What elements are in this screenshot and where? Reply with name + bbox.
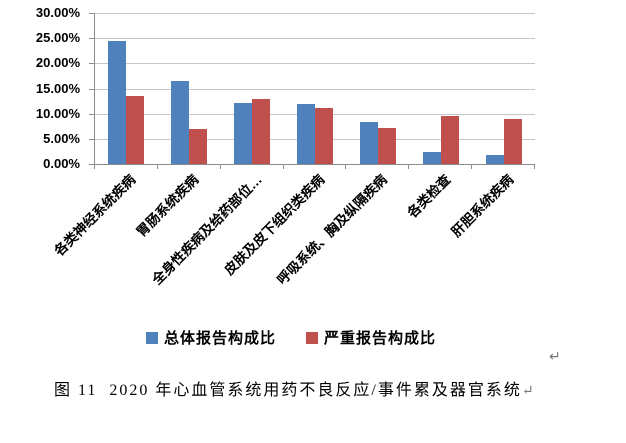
legend-label: 总体报告构成比 xyxy=(163,330,276,347)
bar xyxy=(126,96,145,164)
y-axis-tick xyxy=(89,138,95,140)
bar-group xyxy=(158,13,221,164)
y-axis-tick xyxy=(89,113,95,115)
y-axis-tick xyxy=(89,63,95,65)
y-axis-tick-label: 5.00% xyxy=(43,130,80,146)
bar xyxy=(108,41,127,164)
y-axis-labels: 0.00% 5.00% 10.00% 15.00% 20.00% 25.00% 30.00% xyxy=(0,5,86,171)
y-axis-tick xyxy=(89,164,95,165)
figure-caption: 图 11 2020 年心血管系统用药不良反应/事件累及器官系统↵ xyxy=(54,376,534,400)
bar xyxy=(440,116,459,164)
bar xyxy=(315,107,333,164)
x-axis-category-label: 全身性疾病及给药部位… xyxy=(148,171,265,288)
y-axis-tick-label: 20.00% xyxy=(35,55,80,71)
bar-group xyxy=(409,13,472,164)
x-axis-tick xyxy=(156,164,158,169)
x-axis-labels: 各类神经系统疾病 胃肠系统疾病 全身性疾病及给药部位… 皮肤及皮下组织类疾病 呼吸系统、… xyxy=(0,169,626,319)
y-axis-tick-label: 25.00% xyxy=(35,30,80,46)
bar-group xyxy=(221,13,284,164)
gridline xyxy=(95,13,535,14)
x-axis-tick xyxy=(345,164,347,169)
caption-return-mark: ↵ xyxy=(521,384,534,399)
legend-item: 总体报告构成比 xyxy=(145,327,276,348)
bar xyxy=(422,151,441,164)
bar xyxy=(503,118,522,164)
bar-group xyxy=(95,13,158,164)
y-axis-tick-label: 15.00% xyxy=(35,80,80,96)
bar xyxy=(359,122,378,164)
y-axis-tick-label: 30.00% xyxy=(35,5,80,20)
gridline xyxy=(95,38,535,40)
bar xyxy=(252,98,271,164)
y-axis-tick xyxy=(89,38,95,40)
x-axis-tick xyxy=(408,164,410,169)
bar xyxy=(297,104,315,164)
x-axis-category-label: 各类检查 xyxy=(404,171,454,221)
bar xyxy=(377,128,396,164)
y-axis-tick xyxy=(89,88,95,90)
bar xyxy=(189,128,208,164)
y-axis-tick-label: 0.00% xyxy=(43,156,80,171)
bar xyxy=(485,154,504,164)
bar-group xyxy=(346,13,409,164)
x-axis-tick xyxy=(282,164,284,169)
bar-group xyxy=(472,13,535,164)
x-axis-tick xyxy=(471,164,473,169)
y-axis-tick xyxy=(89,13,95,14)
bar-group xyxy=(284,13,347,164)
x-axis-category-label: 各类神经系统疾病 xyxy=(51,171,139,259)
plot-area xyxy=(89,13,535,169)
caption-text: 图 11 2020 年心血管系统用药不良反应/事件累及器官系统 xyxy=(54,382,522,399)
legend-label: 严重报告构成比 xyxy=(324,330,437,347)
bar xyxy=(171,81,190,164)
legend-item: 严重报告构成比 xyxy=(306,327,436,348)
x-axis-tick xyxy=(534,164,535,169)
x-axis-tick xyxy=(219,164,221,169)
y-axis-tick-label: 10.00% xyxy=(35,105,80,121)
gridline xyxy=(95,63,535,65)
gridline xyxy=(95,88,535,90)
legend-swatch xyxy=(145,331,158,344)
bar xyxy=(234,102,253,164)
x-axis-tick xyxy=(94,164,95,169)
x-axis-category-label: 肝胆系统疾病 xyxy=(448,171,517,240)
bar-groups xyxy=(95,13,535,164)
chart-legend: 总体报告构成比 严重报告构成比 xyxy=(0,327,604,348)
x-axis-category-label: 呼吸系统、胸及纵隔疾病 xyxy=(274,171,391,288)
legend-swatch xyxy=(306,331,318,344)
paragraph-return-mark: ↵ xyxy=(549,348,561,364)
